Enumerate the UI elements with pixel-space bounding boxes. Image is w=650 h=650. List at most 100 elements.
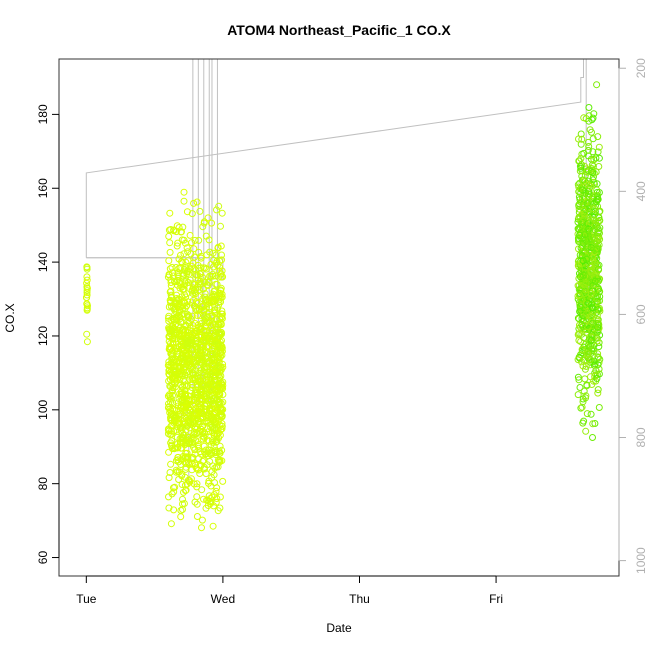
data-point [582, 427, 590, 435]
data-point [574, 218, 582, 226]
data-point [579, 323, 587, 331]
data-point [189, 280, 197, 288]
y-tick-label: 140 [36, 252, 50, 272]
data-point [178, 359, 186, 367]
data-point [200, 219, 208, 227]
data-point [214, 244, 222, 252]
data-point [579, 271, 587, 279]
data-point [582, 279, 590, 287]
data-point [589, 135, 597, 143]
data-point [167, 282, 175, 290]
data-point [594, 265, 602, 273]
data-point [218, 347, 226, 355]
data-point [594, 353, 602, 361]
data-point [183, 341, 191, 349]
data-point [579, 310, 587, 318]
x-tick-label: Thu [349, 592, 370, 606]
y2-tick-label: 1000 [634, 547, 648, 574]
data-point [177, 251, 184, 259]
data-point [577, 244, 585, 252]
data-point [574, 373, 582, 381]
data-point [218, 313, 226, 321]
data-point [165, 226, 173, 234]
data-point [191, 423, 199, 431]
data-point [173, 222, 181, 230]
data-point [182, 293, 190, 301]
y2-axis: 200 400 600 800 1000 [618, 58, 648, 574]
data-point [218, 446, 226, 454]
data-point [202, 418, 210, 426]
data-point [183, 351, 191, 359]
data-point [190, 245, 198, 253]
data-point [213, 495, 221, 502]
data-point [174, 456, 182, 464]
data-point [589, 148, 597, 156]
data-point [590, 110, 598, 118]
data-point [587, 323, 595, 331]
data-point [198, 332, 206, 340]
data-point [168, 437, 176, 445]
data-point [217, 405, 225, 413]
data-point [215, 429, 223, 437]
data-point [199, 223, 207, 231]
data-point [179, 351, 187, 359]
data-point [168, 427, 175, 435]
data-point [168, 351, 176, 359]
data-point [214, 396, 221, 404]
data-point [199, 432, 207, 440]
data-point [209, 345, 217, 353]
data-point [170, 488, 178, 496]
y2-tick-label: 600 [634, 304, 648, 324]
data-point [211, 447, 219, 455]
data-point [198, 349, 206, 357]
data-point [212, 259, 220, 267]
data-point [182, 258, 190, 266]
data-point [593, 188, 601, 196]
data-point [595, 354, 602, 362]
data-point [83, 304, 91, 312]
data-point [187, 360, 195, 368]
data-point [206, 272, 214, 280]
data-point [174, 269, 182, 276]
data-point [581, 356, 589, 364]
data-point [178, 472, 186, 480]
data-point [194, 383, 202, 391]
data-point [200, 463, 208, 471]
data-point [200, 336, 208, 344]
data-point [595, 143, 603, 151]
data-point [177, 424, 185, 431]
y2-tick-label: 800 [634, 427, 648, 447]
data-point [215, 333, 223, 341]
data-point [218, 209, 226, 217]
data-point [191, 253, 198, 261]
data-point [198, 395, 206, 403]
data-point [165, 403, 173, 411]
data-point [588, 128, 595, 136]
data-point [168, 411, 176, 419]
data-point [211, 287, 219, 295]
data-point [212, 280, 220, 288]
data-point [167, 287, 175, 295]
data-point [579, 398, 587, 406]
data-point [588, 234, 596, 242]
data-point [588, 300, 596, 308]
data-point [193, 394, 201, 402]
y2-tick-label: 400 [634, 181, 648, 201]
data-point [578, 346, 586, 353]
data-point [575, 213, 583, 221]
data-point [184, 248, 192, 256]
data-point [182, 465, 190, 473]
data-point [183, 244, 191, 252]
data-point [198, 385, 206, 393]
data-point [174, 276, 181, 284]
data-point [218, 413, 226, 421]
data-point [181, 371, 189, 379]
data-point [165, 312, 173, 320]
data-point [189, 322, 197, 330]
y2-tick-label: 200 [634, 58, 648, 78]
data-point [189, 416, 197, 424]
data-point [174, 239, 182, 247]
data-point [204, 282, 212, 290]
data-point [594, 389, 602, 397]
x-tick-label: Wed [211, 592, 235, 606]
